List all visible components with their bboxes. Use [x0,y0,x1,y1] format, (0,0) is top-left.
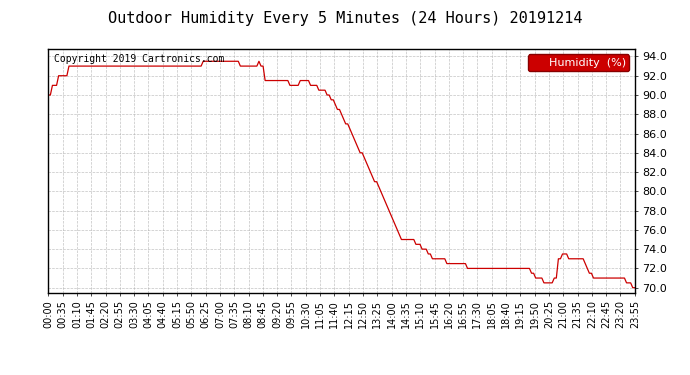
Legend: Humidity  (%): Humidity (%) [528,54,629,71]
Text: Copyright 2019 Cartronics.com: Copyright 2019 Cartronics.com [55,54,224,64]
Text: Outdoor Humidity Every 5 Minutes (24 Hours) 20191214: Outdoor Humidity Every 5 Minutes (24 Hou… [108,11,582,26]
